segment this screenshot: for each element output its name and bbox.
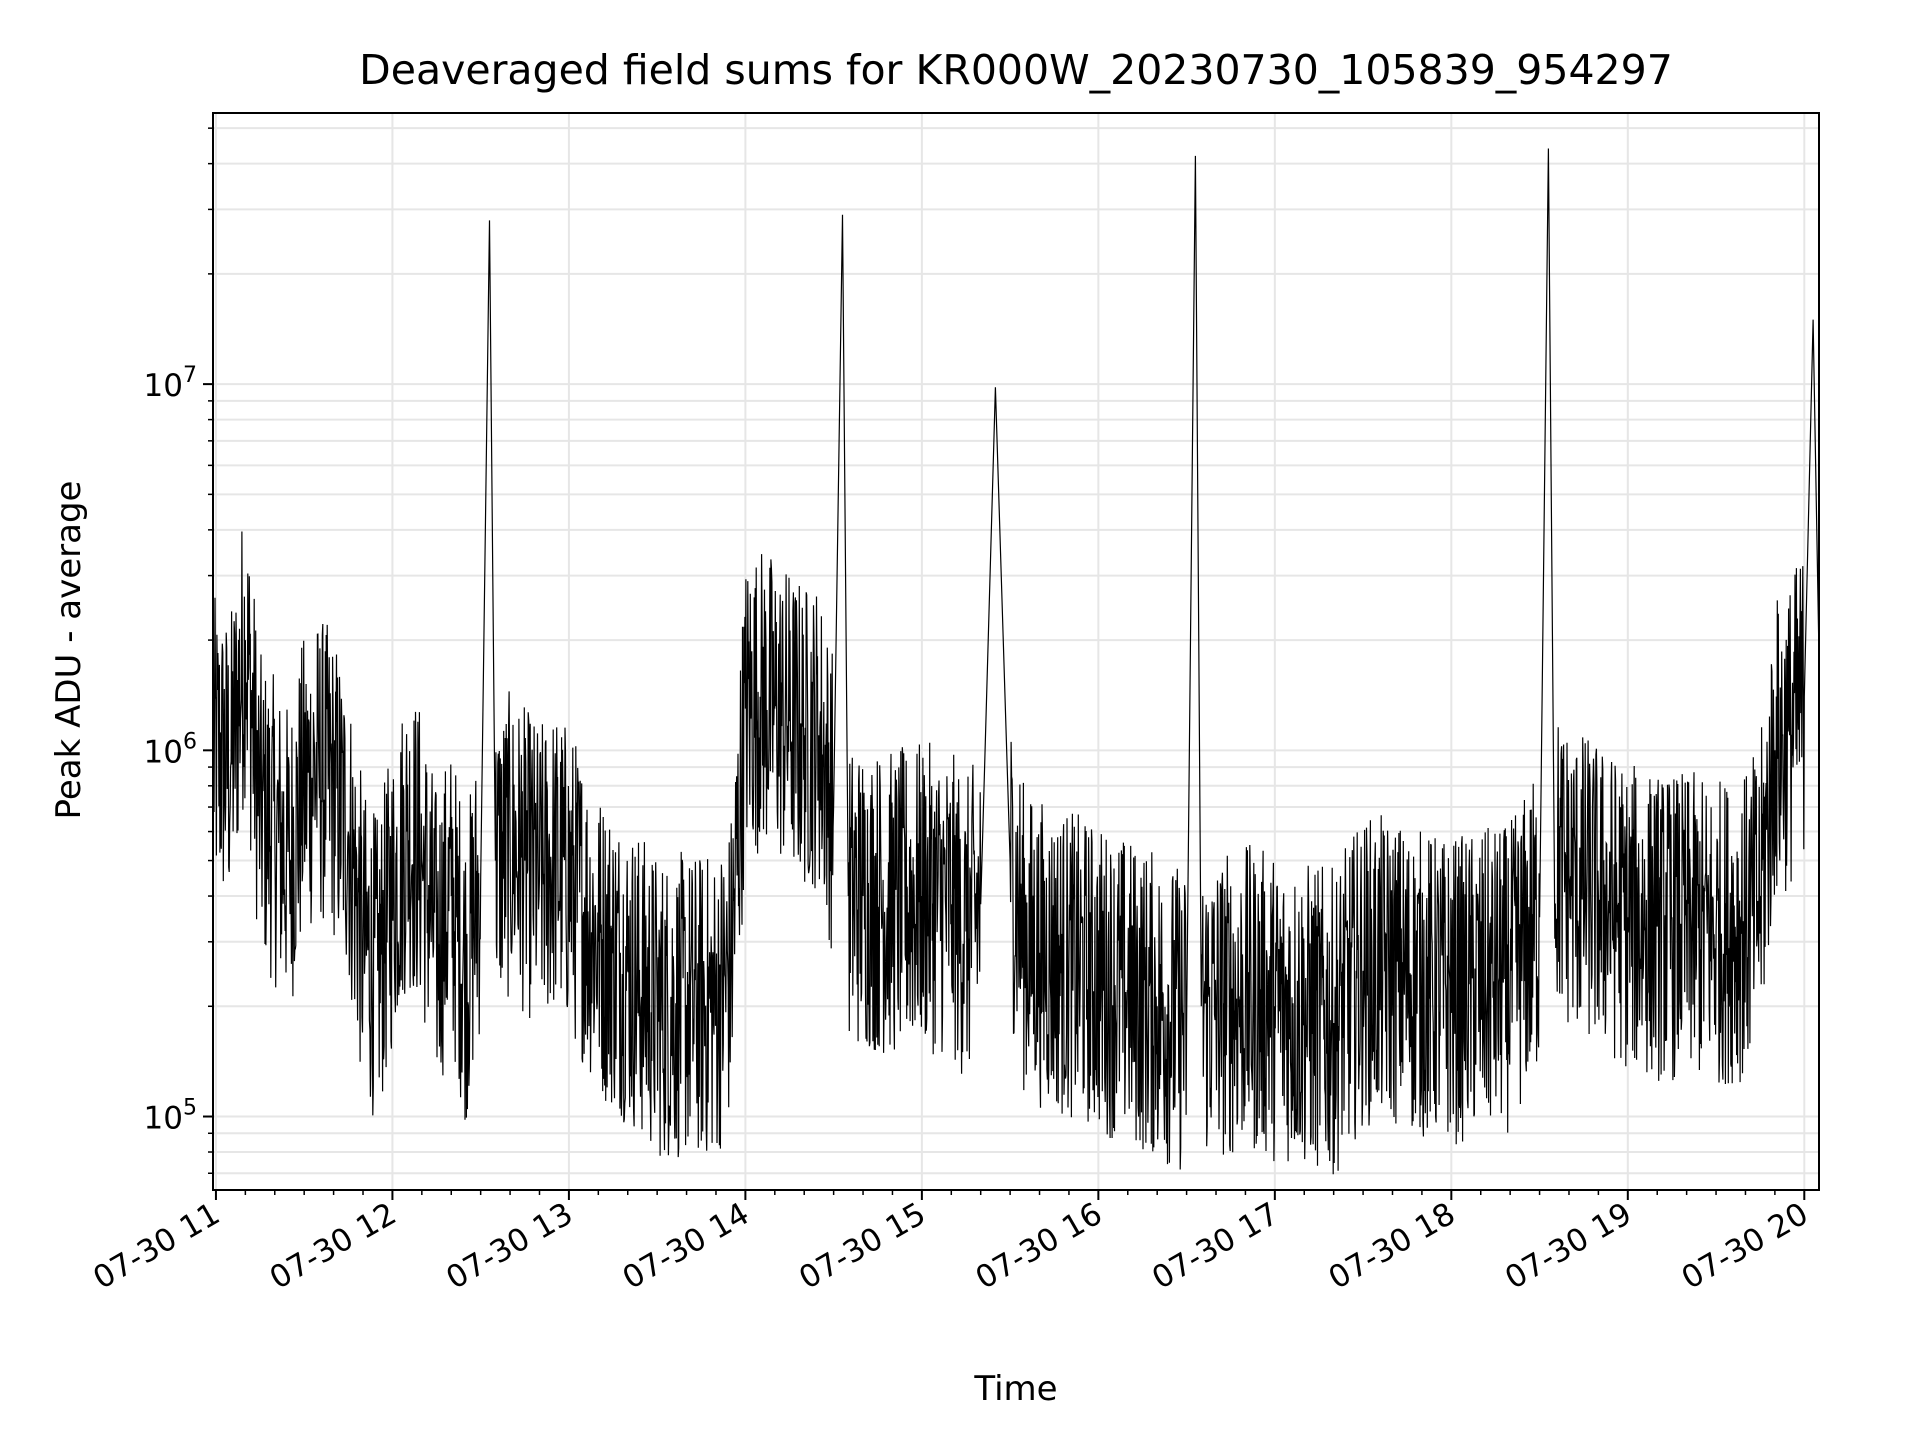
y-tick-label: 105 — [144, 1096, 197, 1137]
y-axis: 105 106 107 — [144, 127, 213, 1174]
plot-area-frame — [212, 112, 1820, 1191]
y-tick-label: 107 — [144, 363, 197, 404]
series-layer — [212, 148, 1820, 1175]
series-line — [212, 148, 1820, 1175]
x-axis-title: Time — [973, 1369, 1057, 1409]
chart-title: Deaveraged field sums for KR000W_2023073… — [359, 46, 1673, 94]
y-axis-title: Peak ADU - average — [49, 481, 89, 820]
y-tick-label: 106 — [144, 729, 197, 770]
